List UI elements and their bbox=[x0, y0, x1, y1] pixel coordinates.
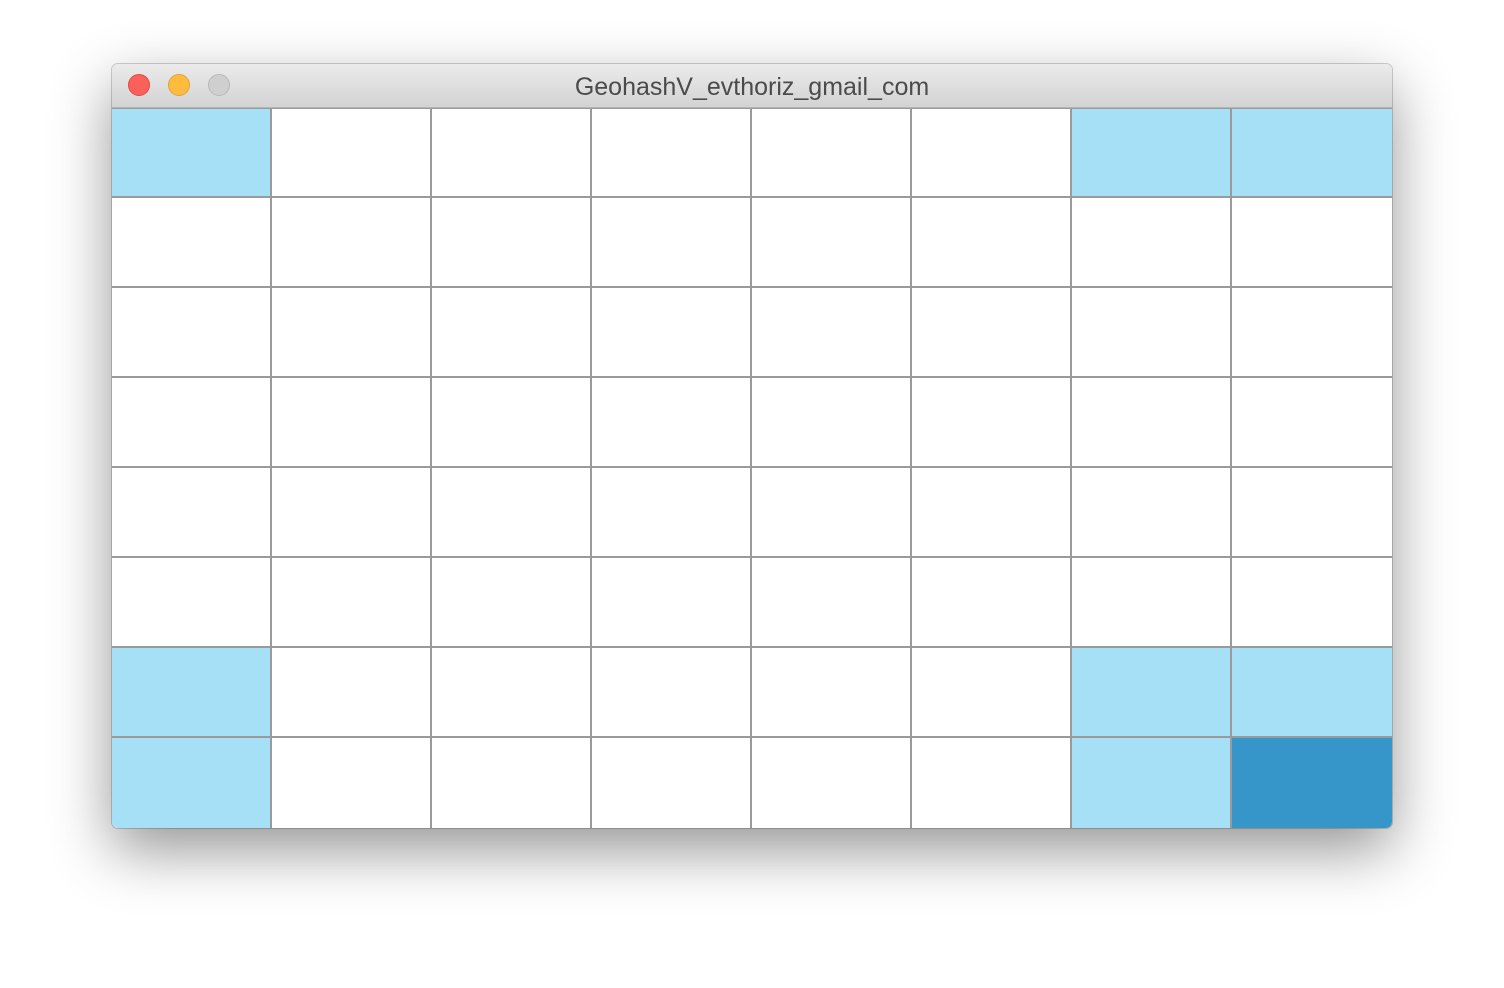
grid-cell-empty[interactable] bbox=[592, 738, 752, 828]
zoom-button[interactable] bbox=[208, 74, 230, 96]
grid-cell-empty[interactable] bbox=[112, 378, 272, 468]
grid-cell-empty[interactable] bbox=[112, 288, 272, 378]
grid-cell-empty[interactable] bbox=[912, 738, 1072, 828]
grid-cell-empty[interactable] bbox=[912, 288, 1072, 378]
grid-cell-empty[interactable] bbox=[432, 378, 592, 468]
close-button[interactable] bbox=[128, 74, 150, 96]
grid-cell-empty[interactable] bbox=[272, 198, 432, 288]
grid-cell-empty[interactable] bbox=[592, 558, 752, 648]
grid-cell-empty[interactable] bbox=[592, 288, 752, 378]
window-title: GeohashV_evthoriz_gmail_com bbox=[574, 73, 930, 101]
grid-cell-empty[interactable] bbox=[1072, 558, 1232, 648]
grid-cell-neighbor[interactable] bbox=[112, 738, 272, 828]
grid-cell-empty[interactable] bbox=[752, 648, 912, 738]
grid-cell-empty[interactable] bbox=[752, 738, 912, 828]
grid-cell-neighbor[interactable] bbox=[112, 648, 272, 738]
grid-cell-empty[interactable] bbox=[432, 108, 592, 198]
grid-cell-empty[interactable] bbox=[1232, 468, 1392, 558]
grid-cell-empty[interactable] bbox=[272, 648, 432, 738]
grid-cell-empty[interactable] bbox=[272, 558, 432, 648]
minimize-button[interactable] bbox=[168, 74, 190, 96]
grid-cell-empty[interactable] bbox=[752, 108, 912, 198]
grid-cell-empty[interactable] bbox=[912, 648, 1072, 738]
grid-cell-empty[interactable] bbox=[112, 468, 272, 558]
grid-cell-empty[interactable] bbox=[592, 378, 752, 468]
grid-cell-empty[interactable] bbox=[432, 648, 592, 738]
grid-cell-empty[interactable] bbox=[752, 198, 912, 288]
grid-cell-empty[interactable] bbox=[432, 738, 592, 828]
grid-cell-empty[interactable] bbox=[112, 558, 272, 648]
grid-cell-empty[interactable] bbox=[1072, 288, 1232, 378]
geohash-grid[interactable] bbox=[112, 108, 1392, 828]
grid-cell-empty[interactable] bbox=[592, 468, 752, 558]
grid-cell-empty[interactable] bbox=[1232, 288, 1392, 378]
grid-cell-empty[interactable] bbox=[112, 198, 272, 288]
grid-cell-empty[interactable] bbox=[912, 198, 1072, 288]
grid-cell-selected[interactable] bbox=[1232, 738, 1392, 828]
grid-cell-empty[interactable] bbox=[432, 558, 592, 648]
grid-cell-empty[interactable] bbox=[592, 108, 752, 198]
app-window: GeohashV_evthoriz_gmail_com bbox=[112, 64, 1392, 828]
grid-cell-empty[interactable] bbox=[432, 198, 592, 288]
grid-cell-neighbor[interactable] bbox=[1072, 648, 1232, 738]
grid-cell-empty[interactable] bbox=[912, 108, 1072, 198]
grid-cell-empty[interactable] bbox=[752, 378, 912, 468]
grid-cell-empty[interactable] bbox=[1072, 378, 1232, 468]
grid-cell-empty[interactable] bbox=[752, 468, 912, 558]
grid-cell-neighbor[interactable] bbox=[1072, 108, 1232, 198]
grid-cell-neighbor[interactable] bbox=[1232, 648, 1392, 738]
grid-cell-empty[interactable] bbox=[592, 198, 752, 288]
grid-cell-empty[interactable] bbox=[1072, 198, 1232, 288]
grid-cell-empty[interactable] bbox=[272, 468, 432, 558]
grid-cell-empty[interactable] bbox=[752, 288, 912, 378]
grid-cell-empty[interactable] bbox=[592, 648, 752, 738]
grid-cell-empty[interactable] bbox=[1232, 558, 1392, 648]
grid-cell-empty[interactable] bbox=[912, 468, 1072, 558]
grid-cell-empty[interactable] bbox=[272, 288, 432, 378]
grid-cell-empty[interactable] bbox=[752, 558, 912, 648]
grid-cell-empty[interactable] bbox=[1232, 198, 1392, 288]
grid-cell-neighbor[interactable] bbox=[112, 108, 272, 198]
grid-cell-empty[interactable] bbox=[912, 378, 1072, 468]
grid-cell-empty[interactable] bbox=[432, 288, 592, 378]
grid-cell-empty[interactable] bbox=[432, 468, 592, 558]
grid-cell-empty[interactable] bbox=[1072, 468, 1232, 558]
grid-cell-empty[interactable] bbox=[1232, 378, 1392, 468]
grid-cell-empty[interactable] bbox=[272, 108, 432, 198]
grid-cell-neighbor[interactable] bbox=[1232, 108, 1392, 198]
grid-cell-neighbor[interactable] bbox=[1072, 738, 1232, 828]
grid-cell-empty[interactable] bbox=[272, 738, 432, 828]
grid-cell-empty[interactable] bbox=[912, 558, 1072, 648]
grid-cell-empty[interactable] bbox=[272, 378, 432, 468]
title-bar[interactable]: GeohashV_evthoriz_gmail_com bbox=[112, 64, 1392, 108]
